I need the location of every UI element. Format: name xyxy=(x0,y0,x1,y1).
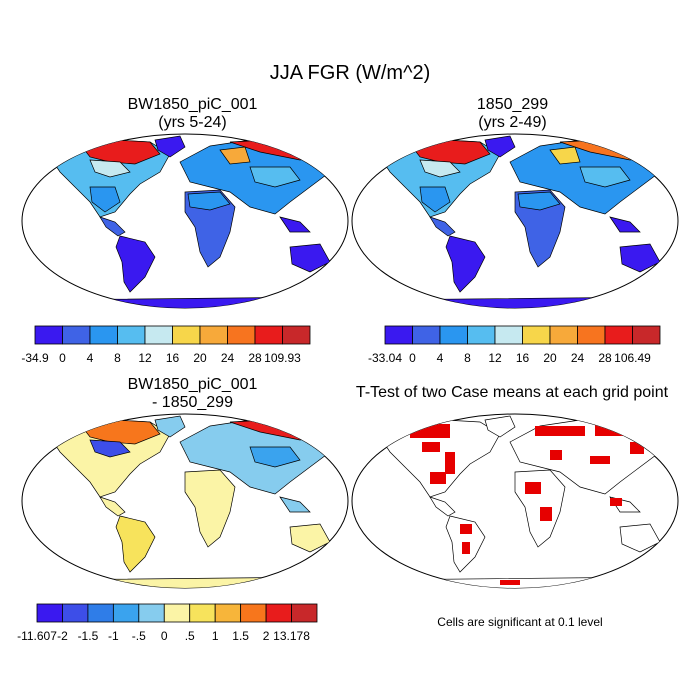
panel-title-top-right: 1850_299 (yrs 2-49) xyxy=(360,96,665,132)
colorbar-swatch xyxy=(291,603,318,623)
colorbar-swatch xyxy=(549,325,578,345)
colorbar-tick-label: 24 xyxy=(570,351,585,365)
colorbar-swatch xyxy=(189,603,216,623)
colorbar-swatch xyxy=(117,325,146,345)
world-map-top-left xyxy=(21,133,349,309)
colorbar-tick-label: -1.5 xyxy=(77,629,99,643)
colorbar-tick-label: 8 xyxy=(114,351,121,365)
colorbar-swatch xyxy=(214,603,242,623)
colorbar-tick-label: -33.04 xyxy=(367,351,403,365)
panel-title: 1850_299 xyxy=(476,96,549,113)
colorbar-swatch xyxy=(384,325,413,345)
colorbar-labels: -33.04 0 4 8 12 16 20 24 28 106.49 xyxy=(368,349,660,365)
world-map-top-right xyxy=(351,133,679,309)
figure-title: JJA FGR (W/m^2) xyxy=(269,62,431,84)
colorbar-tick-label: -34.9 xyxy=(21,351,49,365)
colorbar-swatch xyxy=(199,325,228,345)
colorbar-tick-label: 4 xyxy=(86,351,94,365)
colorbar-top-left: -34.9 0 4 8 12 16 20 24 28 109.93 xyxy=(21,325,311,365)
map-bottom-left xyxy=(20,412,350,590)
colorbar-tick-label: 12 xyxy=(138,351,152,365)
colorbar-tick-label: 4 xyxy=(436,351,444,365)
map-bottom-right xyxy=(350,412,680,590)
panel-subtitle: - 1850_299 xyxy=(152,394,233,411)
colorbar-swatch xyxy=(254,325,283,345)
colorbar-swatches xyxy=(34,325,311,345)
colorbar-swatch xyxy=(144,325,173,345)
colorbar-swatch xyxy=(138,603,165,623)
colorbar-swatch xyxy=(494,325,523,345)
colorbar-swatch xyxy=(89,325,118,345)
colorbar-tick-label: 16 xyxy=(515,351,530,365)
panel-title-top-left: BW1850_piC_001 (yrs 5-24) xyxy=(40,96,345,132)
colorbar-tick-label: 106.49 xyxy=(614,351,651,365)
colorbar-swatch xyxy=(87,603,114,623)
colorbar-tick-label: 1.5 xyxy=(232,629,249,643)
colorbar-tick-label: 0 xyxy=(59,351,66,365)
world-map-bottom-left xyxy=(21,413,349,589)
panel-title-bottom-right: T-Test of two Case means at each grid po… xyxy=(352,384,672,402)
colorbar-swatch xyxy=(62,603,89,623)
colorbar-labels: -11.607 -2 -1.5 -1 -.5 0 .5 1 1.5 2 13.178 xyxy=(17,627,317,643)
colorbar-tick-label: -2 xyxy=(57,629,68,643)
panel-title: T-Test of two Case means at each grid po… xyxy=(355,384,669,401)
colorbar-swatch xyxy=(163,603,191,623)
colorbar-tick-label: 2 xyxy=(262,629,270,643)
colorbar-tick-label: -.5 xyxy=(131,629,146,643)
colorbar-bottom-left: -11.607 -2 -1.5 -1 -.5 0 .5 1 1.5 2 13.178 xyxy=(17,603,318,643)
colorbar-tick-label: 0 xyxy=(409,351,416,365)
colorbar-tick-label: 28 xyxy=(598,351,612,365)
colorbar-tick-label: 20 xyxy=(543,351,557,365)
colorbar-swatches xyxy=(384,325,661,345)
colorbar-tick-label: 1 xyxy=(211,629,219,643)
colorbar-labels: -34.9 0 4 8 12 16 20 24 28 109.93 xyxy=(21,349,310,365)
colorbar-swatch xyxy=(34,325,63,345)
colorbar-swatch xyxy=(282,325,311,345)
colorbar-top-right: -33.04 0 4 8 12 16 20 24 28 106.49 xyxy=(368,325,661,365)
colorbar-swatch xyxy=(227,325,256,345)
colorbar-swatch xyxy=(265,603,292,623)
panel-subtitle: (yrs 5-24) xyxy=(158,114,227,131)
significance-note: Cells are significant at 0.1 level xyxy=(437,615,603,629)
panel-title: BW1850_piC_001 xyxy=(127,96,258,113)
colorbar-swatch xyxy=(522,325,551,345)
colorbar-swatch xyxy=(604,325,633,345)
panel-title: BW1850_piC_001 xyxy=(127,376,258,393)
panel-subtitle: (yrs 2-49) xyxy=(478,114,547,131)
colorbar-swatch xyxy=(439,325,468,345)
colorbar-tick-label: 16 xyxy=(165,351,180,365)
colorbar-tick-label: 20 xyxy=(193,351,207,365)
world-map-bottom-right xyxy=(351,413,679,589)
colorbar-swatch xyxy=(412,325,441,345)
colorbar-swatch xyxy=(632,325,661,345)
colorbar-tick-label: 24 xyxy=(220,351,235,365)
colorbar-tick-label: 28 xyxy=(248,351,262,365)
colorbar-swatch xyxy=(240,603,267,623)
colorbar-swatch xyxy=(467,325,496,345)
panel-title-bottom-left: BW1850_piC_001 - 1850_299 xyxy=(40,376,345,412)
colorbar-tick-label: 0 xyxy=(160,629,168,643)
colorbar-tick-label: 13.178 xyxy=(273,629,310,643)
colorbar-tick-label: -1 xyxy=(108,629,119,643)
colorbar-tick-label: 12 xyxy=(488,351,502,365)
colorbar-swatch xyxy=(577,325,606,345)
colorbar-swatch xyxy=(62,325,91,345)
map-top-left xyxy=(20,132,350,310)
colorbar-swatch xyxy=(36,603,63,623)
map-top-right xyxy=(350,132,680,310)
colorbar-tick-label: -11.607 xyxy=(17,629,57,643)
colorbar-tick-label: 8 xyxy=(464,351,471,365)
colorbar-tick-label: .5 xyxy=(184,629,195,643)
colorbar-swatch xyxy=(172,325,201,345)
colorbar-swatch xyxy=(112,603,140,623)
colorbar-tick-label: 109.93 xyxy=(264,351,301,365)
colorbar-swatches xyxy=(36,603,318,623)
